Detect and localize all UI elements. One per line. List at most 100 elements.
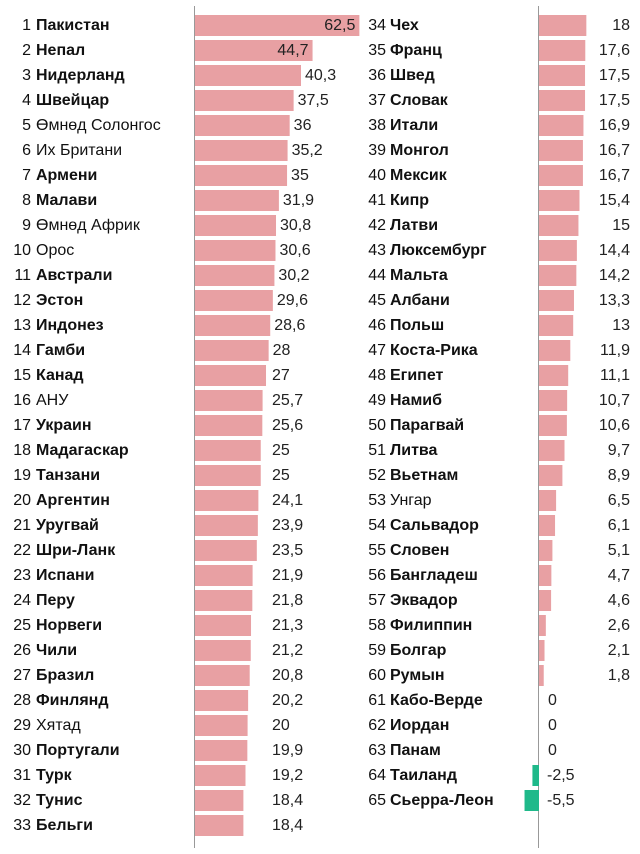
value-label: 30,2 — [278, 267, 309, 284]
bar — [539, 565, 552, 586]
bar — [195, 790, 244, 811]
bar — [539, 65, 586, 86]
country-label: Монгол — [390, 142, 449, 159]
country-label: АНУ — [36, 392, 69, 409]
value-label: 25,6 — [272, 417, 303, 434]
country-label: Өмнөд Солонгос — [36, 117, 161, 134]
bar — [539, 15, 587, 36]
bar — [539, 165, 583, 186]
value-label: 19,2 — [272, 767, 303, 784]
rank-label: 46 — [368, 317, 386, 334]
bar — [195, 665, 250, 686]
country-label: Бельги — [36, 817, 93, 834]
rank-label: 37 — [368, 92, 386, 109]
country-label: Панам — [390, 742, 441, 759]
country-label: Таиланд — [390, 767, 457, 784]
value-label: 14,2 — [599, 267, 630, 284]
bar — [539, 465, 563, 486]
rank-label: 41 — [368, 192, 386, 209]
bar — [539, 440, 565, 461]
country-label: Перу — [36, 592, 75, 609]
country-label: Эстон — [36, 292, 83, 309]
bar — [195, 115, 290, 136]
country-label: Иордан — [390, 717, 449, 734]
country-label: Тунис — [36, 792, 83, 809]
bar — [195, 240, 276, 261]
country-label: Канад — [36, 367, 84, 384]
value-label: 9,7 — [608, 442, 630, 459]
value-label: 21,3 — [272, 617, 303, 634]
bar — [195, 815, 244, 836]
value-label: 15 — [612, 217, 630, 234]
value-label: 18 — [612, 17, 630, 34]
country-label: Бразил — [36, 667, 94, 684]
country-label: Люксембург — [390, 242, 487, 259]
bar — [195, 90, 294, 111]
bar — [195, 740, 248, 761]
country-label: Франц — [390, 42, 442, 59]
bar — [195, 515, 258, 536]
rank-label: 30 — [13, 742, 31, 759]
value-label: 29,6 — [277, 292, 308, 309]
country-label: Намиб — [390, 392, 442, 409]
country-label: Чили — [36, 642, 77, 659]
rank-label: 9 — [22, 217, 31, 234]
value-label: 15,4 — [599, 192, 630, 209]
bar — [539, 290, 574, 311]
value-label: 30,6 — [279, 242, 310, 259]
country-label: Бангладеш — [390, 567, 478, 584]
value-label: 20,2 — [272, 692, 303, 709]
negative-bar — [524, 790, 539, 811]
value-label: 23,9 — [272, 517, 303, 534]
rank-label: 5 — [22, 117, 31, 134]
country-label: Аргентин — [36, 492, 110, 509]
country-label: Орос — [36, 242, 74, 259]
country-label: Румын — [390, 667, 445, 684]
bar — [539, 515, 556, 536]
value-label: 16,7 — [599, 142, 630, 159]
rank-label: 48 — [368, 367, 386, 384]
rank-label: 4 — [22, 92, 31, 109]
value-label: 16,7 — [599, 167, 630, 184]
country-label: Эквадор — [390, 592, 458, 609]
rank-label: 62 — [368, 717, 386, 734]
value-label: 21,8 — [272, 592, 303, 609]
rank-label: 18 — [13, 442, 31, 459]
country-label: Хятад — [36, 717, 81, 734]
bar — [539, 215, 579, 236]
bar — [195, 440, 261, 461]
bar — [195, 315, 271, 336]
country-label: Өмнөд Африк — [36, 217, 141, 234]
rank-label: 61 — [368, 692, 386, 709]
value-label: 27 — [272, 367, 290, 384]
rank-label: 8 — [22, 192, 31, 209]
rank-label: 21 — [13, 517, 31, 534]
rank-label: 6 — [22, 142, 31, 159]
rank-label: 27 — [13, 667, 31, 684]
country-label: Филиппин — [390, 617, 472, 634]
bar — [195, 565, 253, 586]
rank-label: 19 — [13, 467, 31, 484]
value-label: 30,8 — [280, 217, 311, 234]
rank-label: 3 — [22, 67, 31, 84]
value-label: 37,5 — [298, 92, 329, 109]
rank-label: 56 — [368, 567, 386, 584]
bar — [195, 690, 249, 711]
country-label: Польш — [390, 317, 444, 334]
rank-label: 16 — [13, 392, 31, 409]
country-label: Австрали — [36, 267, 112, 284]
rank-label: 23 — [13, 567, 31, 584]
value-label: 0 — [548, 692, 557, 709]
bar — [195, 40, 313, 61]
value-label: 62,5 — [324, 17, 355, 34]
country-label: Албани — [390, 292, 450, 309]
country-label: Финлянд — [36, 692, 108, 709]
value-label: 18,4 — [272, 792, 303, 809]
rank-label: 50 — [368, 417, 386, 434]
value-label: 35,2 — [292, 142, 323, 159]
rank-label: 32 — [13, 792, 31, 809]
country-label: Швед — [390, 67, 435, 84]
value-label: 1,8 — [608, 667, 630, 684]
bar — [195, 340, 269, 361]
rank-label: 57 — [368, 592, 386, 609]
